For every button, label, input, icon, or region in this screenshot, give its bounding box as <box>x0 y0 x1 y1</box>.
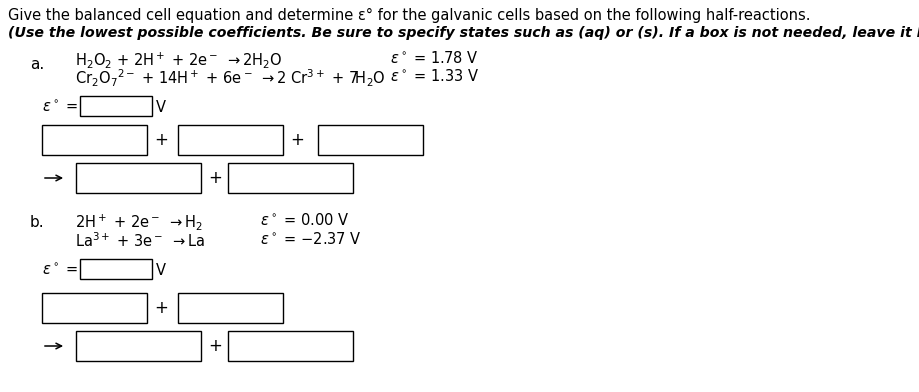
Text: +: + <box>208 337 221 355</box>
Bar <box>177 293 283 323</box>
Text: $\varepsilon$$^\circ$ = $-$2.37 V: $\varepsilon$$^\circ$ = $-$2.37 V <box>260 231 361 247</box>
Bar <box>42 293 147 323</box>
Text: V: V <box>156 100 165 115</box>
Text: $\varepsilon$$^\circ$ = 1.33 V: $\varepsilon$$^\circ$ = 1.33 V <box>390 68 479 84</box>
Bar <box>76 331 200 361</box>
Text: La$^{3+}$ + 3e$^-$ $\rightarrow$La: La$^{3+}$ + 3e$^-$ $\rightarrow$La <box>75 231 205 250</box>
Text: a.: a. <box>30 57 44 72</box>
Text: V: V <box>156 263 165 278</box>
Bar <box>318 125 423 155</box>
Text: b.: b. <box>30 215 45 230</box>
Bar <box>80 96 152 116</box>
Text: 2H$^+$ + 2e$^-$ $\rightarrow$H$_2$: 2H$^+$ + 2e$^-$ $\rightarrow$H$_2$ <box>75 212 202 232</box>
Text: +: + <box>208 169 221 187</box>
Bar <box>228 163 353 193</box>
Text: +: + <box>289 131 303 149</box>
Text: $\varepsilon$$^\circ$ = 0.00 V: $\varepsilon$$^\circ$ = 0.00 V <box>260 212 349 228</box>
Text: Cr$_2$O$_7$$^{2-}$ + 14H$^+$ + 6e$^-$ $\rightarrow$2 Cr$^{3+}$ + 7H$_2$O: Cr$_2$O$_7$$^{2-}$ + 14H$^+$ + 6e$^-$ $\… <box>75 68 385 89</box>
Text: Give the balanced cell equation and determine ε° for the galvanic cells based on: Give the balanced cell equation and dete… <box>8 8 810 23</box>
Bar <box>80 259 152 279</box>
Text: $\varepsilon$$^\circ$ =: $\varepsilon$$^\circ$ = <box>42 100 78 115</box>
Bar <box>42 125 147 155</box>
Bar <box>76 163 200 193</box>
Bar <box>177 125 283 155</box>
Text: (Use the lowest possible coefficients. Be sure to specify states such as (aq) or: (Use the lowest possible coefficients. B… <box>8 26 919 40</box>
Text: +: + <box>153 131 168 149</box>
Text: $\varepsilon$$^\circ$ = 1.78 V: $\varepsilon$$^\circ$ = 1.78 V <box>390 50 478 66</box>
Text: $\varepsilon$$^\circ$ =: $\varepsilon$$^\circ$ = <box>42 263 78 278</box>
Bar <box>228 331 353 361</box>
Text: H$_2$O$_2$ + 2H$^+$ + 2e$^-$ $\rightarrow$2H$_2$O: H$_2$O$_2$ + 2H$^+$ + 2e$^-$ $\rightarro… <box>75 50 282 70</box>
Text: +: + <box>153 299 168 317</box>
